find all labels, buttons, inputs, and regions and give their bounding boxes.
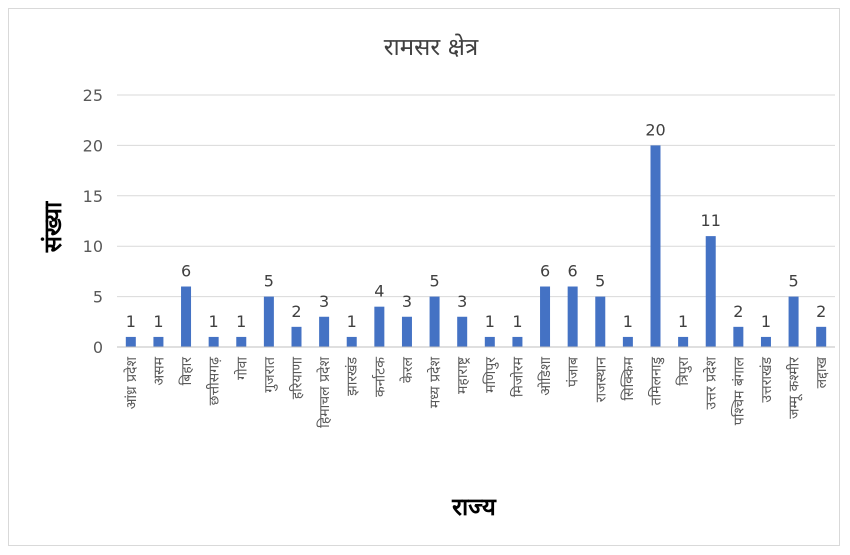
x-category-label: सिक्किम [620, 356, 637, 400]
data-label: 1 [209, 312, 219, 331]
data-label: 5 [429, 272, 439, 291]
data-label: 6 [568, 262, 578, 281]
chart-frame: 1 1 6 1 1 5 2 3 1 4 3 5 3 1 1 6 6 5 1 20 1 11 2 1 5 2 0 5 10 15 20 25 … [8, 8, 840, 546]
data-label: 1 [347, 312, 357, 331]
bar [208, 336, 219, 347]
data-label: 3 [319, 292, 329, 311]
bar [540, 286, 551, 347]
x-category-label: मणिपुर [482, 357, 499, 393]
data-label: 1 [485, 312, 495, 331]
y-tick-label: 10 [83, 237, 103, 256]
bar [429, 296, 440, 347]
data-label: 1 [126, 312, 136, 331]
y-tick-label: 0 [93, 338, 103, 357]
data-label: 11 [701, 211, 721, 230]
y-axis-ticks: 0 5 10 15 20 25 [83, 86, 103, 357]
grid-lines [117, 94, 835, 298]
bar [678, 336, 689, 347]
x-category-label: मध्य प्रदेश [427, 357, 444, 409]
data-label: 6 [181, 262, 191, 281]
data-label: 3 [402, 292, 412, 311]
bar [346, 336, 357, 347]
x-category-label: उत्तर प्रदेश [703, 357, 720, 410]
bar [595, 296, 606, 347]
x-category-label: गुजरात [262, 356, 278, 393]
x-category-label: राजस्थान [593, 357, 609, 402]
bar [319, 316, 330, 347]
data-label: 3 [457, 292, 467, 311]
x-category-label: कर्नाटक [371, 357, 388, 397]
bar [788, 296, 799, 347]
x-category-label: तमिलनाडु [648, 356, 665, 405]
y-tick-label: 20 [83, 136, 103, 155]
x-category-label: गोवा [233, 357, 250, 380]
bar [622, 336, 633, 347]
bar [401, 316, 412, 347]
data-label: 1 [623, 312, 633, 331]
x-category-label: लद्दाख [814, 356, 830, 388]
y-axis-title: संख्या [39, 201, 67, 253]
data-label: 1 [512, 312, 522, 331]
x-category-label: महाराष्ट्र [455, 356, 471, 394]
x-category-label: असम [151, 356, 167, 385]
x-category-label: मिजोरम [509, 356, 526, 397]
data-label: 20 [645, 120, 665, 139]
bar [567, 286, 578, 347]
x-category-label: जम्मू कश्मीर [786, 357, 803, 419]
bar [374, 306, 385, 347]
data-label: 5 [595, 272, 605, 291]
x-category-label: हरियाणा [289, 357, 306, 400]
bar [236, 336, 247, 347]
x-axis-title: राज्य [451, 493, 497, 521]
bar [484, 336, 495, 347]
data-label: 1 [761, 312, 771, 331]
data-label: 2 [733, 302, 743, 321]
bar [181, 286, 192, 347]
bar [512, 336, 523, 347]
bar [125, 336, 136, 347]
x-category-label: पंजाब [566, 356, 582, 387]
data-label: 1 [236, 312, 246, 331]
x-category-label: आंध्र प्रदेश [123, 357, 140, 410]
bar [650, 145, 661, 347]
bar [816, 326, 827, 347]
data-label: 2 [291, 302, 301, 321]
x-category-label: हिमाचल प्रदेश [316, 357, 333, 428]
bar [153, 336, 164, 347]
bars [125, 145, 827, 347]
chart-title: रामसर क्षेत्र [384, 33, 479, 61]
y-tick-label: 15 [83, 187, 103, 206]
bar [705, 236, 716, 347]
y-tick-label: 5 [93, 288, 103, 307]
data-label: 5 [788, 272, 798, 291]
data-label: 1 [153, 312, 163, 331]
data-label: 6 [540, 262, 550, 281]
x-category-label: उत्तराखंड [759, 356, 775, 402]
x-category-label: ओडिशा [537, 357, 554, 396]
bar [733, 326, 744, 347]
bar [457, 316, 468, 347]
y-tick-label: 25 [83, 86, 103, 105]
x-category-label: त्रिपुरा [675, 357, 692, 386]
x-category-label: झारखंड [345, 357, 361, 396]
data-label: 4 [374, 282, 384, 301]
x-category-label: पश्चिम बंगाल [730, 356, 747, 425]
data-label: 1 [678, 312, 688, 331]
bar [760, 336, 771, 347]
x-category-label: बिहार [178, 357, 195, 386]
x-category-label: केरल [399, 357, 416, 383]
x-axis-categories: आंध्र प्रदेश असम बिहार छत्तीसगढ़ गोवा गुजरात ह… [123, 356, 830, 428]
x-category-label: छत्तीसगढ़ [206, 356, 223, 405]
data-label: 2 [816, 302, 826, 321]
bar [263, 296, 274, 347]
bar [291, 326, 302, 347]
data-label: 5 [264, 272, 274, 291]
